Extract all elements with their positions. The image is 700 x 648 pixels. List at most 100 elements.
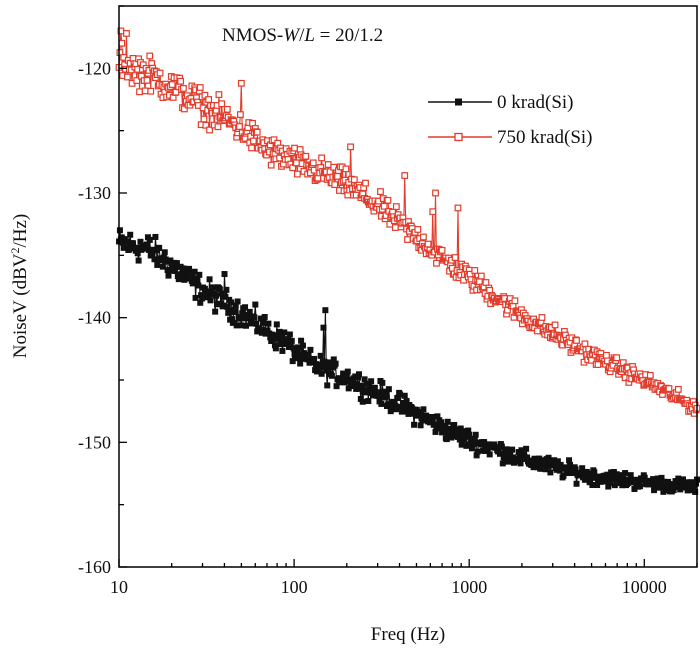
data-point: [463, 442, 470, 449]
data-point: [299, 342, 306, 349]
data-point: [588, 356, 595, 364]
data-point: [229, 319, 236, 326]
data-point: [675, 475, 682, 482]
data-point: [311, 355, 318, 362]
data-point: [496, 450, 503, 457]
data-point: [665, 481, 672, 488]
data-point: [582, 474, 589, 481]
data-point: [545, 454, 552, 461]
data-point: [168, 81, 176, 88]
data-point: [247, 320, 254, 327]
data-point: [378, 400, 385, 407]
data-point: [467, 441, 474, 448]
data-point: [218, 100, 226, 108]
data-point: [195, 282, 202, 289]
data-point: [253, 320, 260, 327]
data-point: [605, 483, 612, 490]
data-point: [334, 172, 341, 180]
data-point: [307, 346, 314, 353]
data-point: [414, 226, 422, 233]
data-point: [270, 136, 278, 144]
data-point: [124, 238, 131, 245]
data-point: [473, 452, 480, 459]
data-point: [533, 327, 541, 335]
data-point: [511, 297, 519, 305]
data-point: [340, 370, 347, 377]
data-point: [281, 329, 288, 336]
data-point: [604, 471, 611, 478]
data-point: [627, 472, 634, 479]
data-point: [663, 486, 670, 493]
data-point: [554, 458, 561, 465]
data-point: [250, 137, 257, 145]
chart-annotation: NMOS-W/L = 20/1.2: [222, 25, 383, 46]
data-point: [523, 445, 530, 452]
data-point: [163, 258, 170, 265]
data-point: [123, 30, 130, 37]
data-point: [274, 335, 281, 342]
x-tick-label: 100: [281, 577, 308, 597]
data-point: [420, 233, 427, 241]
data-point: [499, 460, 506, 467]
data-point: [362, 179, 369, 187]
data-point: [325, 364, 332, 371]
data-point: [567, 461, 574, 468]
data-point: [355, 371, 362, 378]
data-point: [186, 265, 193, 272]
data-point: [319, 364, 326, 371]
data-point: [454, 204, 462, 212]
data-point: [371, 384, 378, 391]
series-0: [116, 227, 700, 495]
data-point: [368, 378, 375, 385]
data-point: [342, 378, 349, 385]
data-point: [552, 461, 559, 468]
data-point: [156, 69, 164, 77]
data-point: [393, 406, 400, 413]
data-point: [154, 261, 161, 268]
data-point: [384, 196, 392, 204]
data-point: [225, 309, 232, 316]
data-point: [398, 408, 405, 415]
data-point: [383, 389, 390, 396]
data-point: [184, 275, 191, 282]
data-point: [547, 469, 554, 476]
data-point: [670, 487, 677, 494]
data-point: [257, 315, 264, 322]
legend: 0 krad(Si) 750 krad(Si): [428, 92, 593, 148]
data-point: [118, 39, 126, 47]
data-point: [221, 271, 228, 278]
data-point: [276, 328, 283, 335]
data-point: [177, 77, 185, 85]
plot-frame: [118, 5, 698, 568]
data-point: [260, 319, 267, 326]
data-point: [566, 457, 573, 464]
legend-label: 0 krad(Si): [497, 92, 574, 113]
data-point: [228, 299, 235, 306]
data-point: [438, 419, 445, 426]
data-point: [591, 469, 598, 476]
data-point: [658, 474, 665, 481]
data-point: [538, 314, 546, 321]
data-point: [517, 460, 524, 467]
data-point: [224, 303, 231, 310]
data-point: [665, 385, 673, 392]
data-point: [347, 143, 354, 151]
data-point: [205, 294, 212, 301]
data-point: [194, 276, 201, 283]
data-point: [206, 276, 213, 283]
x-axis-title: Freq (Hz): [371, 624, 445, 645]
data-point: [189, 280, 196, 287]
data-point: [293, 170, 301, 178]
y-tick-label: -130: [78, 183, 111, 203]
data-point: [173, 260, 180, 267]
data-point: [369, 392, 376, 399]
data-point: [180, 85, 187, 92]
data-point: [395, 394, 402, 401]
data-point: [214, 123, 222, 131]
data-point: [218, 290, 225, 297]
data-point: [279, 347, 286, 354]
data-point: [379, 379, 386, 386]
legend-label: 750 krad(Si): [497, 127, 593, 148]
data-point: [365, 397, 372, 404]
data-point: [246, 308, 253, 315]
